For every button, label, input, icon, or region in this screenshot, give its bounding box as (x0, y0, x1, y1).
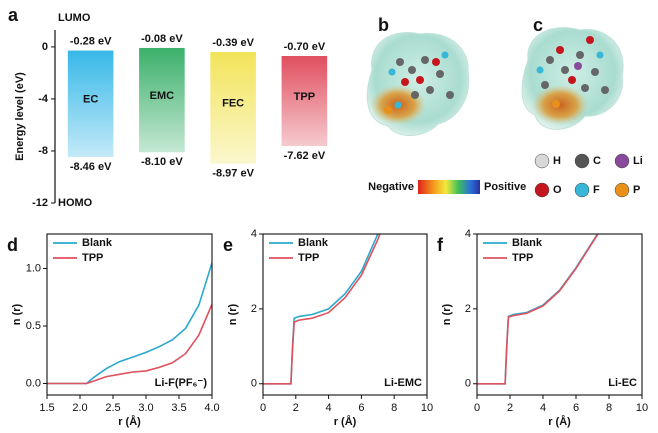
category-label: EC (83, 94, 98, 106)
energy-bar (139, 47, 185, 153)
atom-label: Li (633, 155, 643, 167)
atom-label: O (553, 184, 562, 196)
annotation: Li-EMC (384, 377, 422, 389)
homo-label: HOMO (58, 197, 93, 209)
legend-label: TPP (82, 252, 103, 264)
y-tick-label: 0 (42, 41, 48, 53)
atom-label: H (553, 155, 561, 167)
x-axis-title: r (Å) (548, 415, 571, 428)
panel-label: a (8, 5, 19, 25)
y-axis-title: n (r) (441, 303, 453, 325)
x-tick-label: 3.0 (138, 402, 153, 414)
lumo-value-label: -0.08 eV (141, 33, 183, 45)
atom-swatch (574, 153, 590, 169)
x-tick-label: 0 (474, 402, 480, 414)
annotation: Li-EC (608, 377, 637, 389)
y-tick-label: 0 (251, 378, 257, 390)
lumo-label: LUMO (58, 12, 91, 24)
atom-label: C (593, 155, 601, 167)
x-axis-title: r (Å) (334, 415, 357, 428)
legend-label: TPP (512, 252, 533, 264)
y-tick-label: 4 (465, 228, 471, 240)
panel-label: b (378, 15, 389, 35)
x-tick-label: 3.5 (171, 402, 186, 414)
y-tick-label: -4 (38, 93, 49, 105)
y-axis-title: n (r) (227, 303, 239, 325)
atom-swatch (574, 182, 590, 198)
x-tick-label: 6 (358, 402, 364, 414)
legend-label: Blank (82, 237, 113, 249)
esp-colorbar (418, 180, 480, 194)
molecule-b (366, 32, 470, 136)
y-tick-label: 4 (251, 228, 257, 240)
homo-value-label: -7.62 eV (284, 150, 326, 162)
panel-label: e (223, 235, 233, 255)
y-tick-label: 2 (251, 303, 257, 315)
x-tick-label: 8 (606, 402, 612, 414)
category-label: TPP (294, 91, 315, 103)
atom-swatch (534, 153, 550, 169)
plot-frame (476, 233, 643, 396)
y-tick-label: 0.0 (26, 377, 41, 389)
x-tick-label: 8 (391, 402, 397, 414)
x-axis-title: r (Å) (118, 415, 141, 428)
x-tick-label: 10 (421, 402, 433, 414)
lumo-value-label: -0.70 eV (284, 41, 326, 53)
x-tick-label: 2 (293, 402, 299, 414)
x-tick-label: 10 (636, 402, 648, 414)
x-tick-label: 6 (573, 402, 579, 414)
plot-frame (262, 233, 428, 396)
y-tick-label: -8 (38, 145, 48, 157)
atom-label: F (593, 184, 600, 196)
series-line (47, 303, 212, 385)
x-tick-label: 1.5 (39, 402, 54, 414)
homo-value-label: -8.97 eV (212, 167, 254, 179)
atom-swatch (614, 153, 630, 169)
series-line (47, 262, 212, 385)
lumo-value-label: -0.28 eV (70, 35, 112, 47)
y-tick-label: 2 (465, 303, 471, 315)
legend-label: TPP (298, 252, 319, 264)
energy-bar (210, 51, 256, 164)
lumo-value-label: -0.39 eV (212, 37, 254, 49)
homo-value-label: -8.10 eV (141, 156, 183, 168)
x-tick-label: 4 (326, 402, 332, 414)
x-tick-label: 2.0 (72, 402, 87, 414)
category-label: EMC (150, 90, 175, 102)
x-tick-label: 2.5 (105, 402, 120, 414)
annotation: Li-F(PF₆⁻) (155, 377, 208, 389)
series-line (477, 234, 599, 385)
atom-label: P (633, 184, 640, 196)
x-tick-label: 2 (507, 402, 513, 414)
x-tick-label: 4.0 (204, 402, 219, 414)
y-axis-title: Energy level (eV) (14, 72, 26, 161)
category-label: FEC (222, 98, 244, 110)
y-tick-label: -12 (32, 197, 48, 209)
panel-label: c (533, 15, 543, 35)
series-line (477, 234, 599, 385)
y-tick-label: 0.5 (26, 320, 41, 332)
esp-negative: Negative (368, 181, 414, 193)
energy-bar (281, 56, 328, 147)
atom-swatch (614, 182, 630, 198)
x-tick-label: 0 (260, 402, 266, 414)
y-axis-title: n (r) (11, 303, 23, 325)
panel-label: d (7, 235, 18, 255)
energy-bar (67, 50, 114, 157)
x-tick-label: 4 (540, 402, 546, 414)
legend-label: Blank (512, 237, 543, 249)
legend-label: Blank (298, 237, 329, 249)
homo-value-label: -8.46 eV (70, 161, 112, 173)
panel-label: f (437, 235, 444, 255)
esp-positive: Positive (484, 181, 526, 193)
series-line (263, 234, 381, 385)
molecule-c (521, 27, 624, 130)
plot-frame (46, 233, 213, 396)
y-tick-label: 0 (465, 378, 471, 390)
atom-swatch (534, 182, 550, 198)
y-tick-label: 1.0 (26, 262, 41, 274)
